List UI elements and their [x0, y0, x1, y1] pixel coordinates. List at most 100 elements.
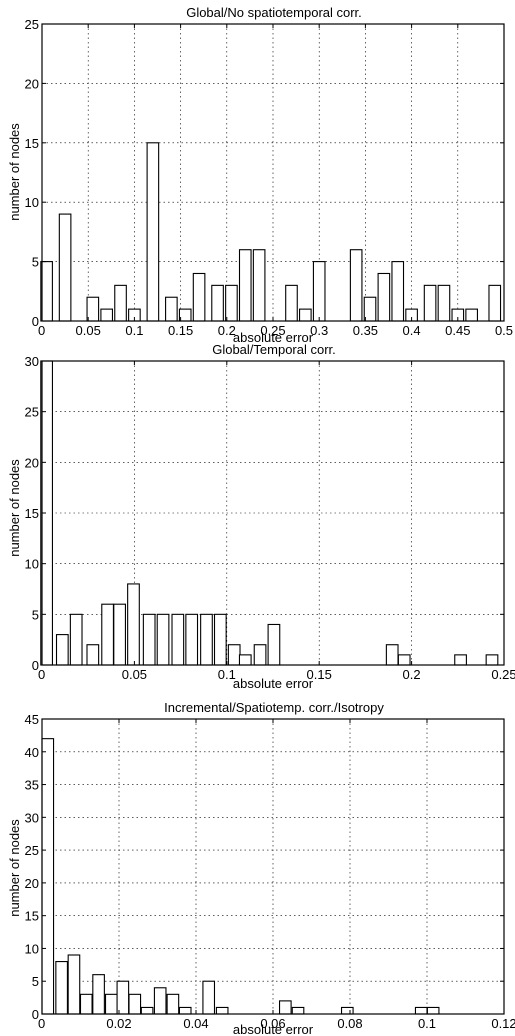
- histogram-bar: [69, 613, 83, 666]
- chart-title: Global/No spatiotemporal corr.: [186, 5, 362, 20]
- histogram-bar: [253, 644, 267, 666]
- y-tick-label: 15: [25, 506, 39, 521]
- x-tick-label: 0: [38, 1016, 45, 1031]
- histogram-bar: [153, 987, 167, 1015]
- histogram-bar: [178, 1006, 192, 1015]
- histogram-bar: [377, 272, 391, 322]
- histogram-bar: [227, 644, 241, 666]
- plot-frame: [41, 718, 505, 1015]
- histogram-panel-global-no-corr: Global/No spatiotemporal corr. number of…: [7, 5, 513, 345]
- histogram-bar: [114, 284, 127, 322]
- x-tick-label: 0.12: [491, 1016, 515, 1031]
- histogram-bar: [116, 980, 130, 1015]
- y-tick-label: 5: [32, 255, 39, 270]
- histogram-bar: [178, 308, 192, 322]
- grid-lines: [42, 24, 504, 321]
- x-tick-label: 0.04: [183, 1016, 208, 1031]
- y-ticks: 0 5 10 15 20 25: [25, 17, 504, 329]
- x-tick-label: 0.25: [260, 323, 285, 338]
- histogram-bar: [142, 613, 156, 666]
- histogram-bar: [238, 249, 252, 322]
- x-tick-label: 0.06: [260, 1016, 285, 1031]
- histogram-bar: [79, 993, 93, 1015]
- x-tick-label: 0.2: [403, 667, 421, 682]
- histogram-bar: [200, 613, 213, 666]
- y-axis-label: number of nodes: [7, 123, 22, 221]
- histogram-bar: [55, 961, 68, 1015]
- y-ticks: 0 5 10 15 20 25 30: [25, 354, 504, 673]
- histogram-bar: [127, 583, 140, 666]
- y-tick-label: 10: [25, 195, 39, 210]
- y-tick-label: 30: [25, 354, 39, 369]
- histogram-bar: [185, 613, 199, 666]
- chart-title: Global/Temporal corr.: [212, 342, 336, 357]
- histogram-bar: [238, 654, 252, 666]
- histogram-bar: [211, 284, 224, 322]
- y-axis-label: number of nodes: [7, 459, 22, 557]
- x-tick-label: 0.1: [418, 1016, 436, 1031]
- x-ticks: 0 0.02 0.04 0.06 0.08 0.1 0.12: [38, 719, 515, 1031]
- histogram-bar: [465, 308, 478, 322]
- y-tick-label: 40: [25, 745, 39, 760]
- y-ticks: 0 5 10 15 20 25 30 35 40 45: [25, 712, 504, 1022]
- x-tick-label: 0.4: [403, 323, 421, 338]
- histogram-bar: [423, 284, 437, 322]
- y-tick-label: 0: [32, 314, 39, 329]
- histogram-bar: [166, 993, 180, 1015]
- y-tick-label: 0: [32, 658, 39, 673]
- histogram-bar: [86, 296, 100, 322]
- histogram-bar: [363, 296, 377, 322]
- grid-lines: [42, 719, 504, 1014]
- histogram-bar: [58, 213, 72, 322]
- histogram-bar: [146, 142, 160, 322]
- y-tick-label: 15: [25, 136, 39, 151]
- y-tick-label: 20: [25, 455, 39, 470]
- x-tick-label: 0.2: [218, 323, 236, 338]
- histogram-bar: [340, 1006, 354, 1015]
- histogram-bar: [391, 261, 405, 322]
- x-tick-label: 0.35: [353, 323, 378, 338]
- histogram-bar: [488, 284, 502, 322]
- histogram-bar: [225, 284, 238, 322]
- histogram-panel-incremental-isotropy: Incremental/Spatiotemp. corr./Isotropy n…: [7, 700, 515, 1036]
- histogram-bar: [252, 249, 266, 322]
- histogram-bar: [437, 284, 451, 322]
- histogram-bar: [278, 1000, 292, 1015]
- histogram-bar: [299, 308, 312, 322]
- x-axis-label: absolute error: [233, 1022, 314, 1036]
- histogram-bar: [100, 308, 114, 322]
- histogram-bar: [285, 284, 298, 322]
- x-tick-label: 0: [38, 323, 45, 338]
- bars: [41, 738, 440, 1015]
- histogram-bar: [156, 613, 170, 666]
- y-tick-label: 15: [25, 909, 39, 924]
- histogram-bar: [41, 738, 55, 1015]
- histogram-bar: [312, 261, 326, 322]
- histogram-bar: [67, 954, 81, 1015]
- histogram-bar: [55, 634, 69, 666]
- histogram-bar: [202, 980, 216, 1015]
- x-axis-label: absolute error: [233, 330, 314, 345]
- histogram-panel-global-temporal: Global/Temporal corr. number of nodes ab…: [7, 342, 515, 691]
- y-tick-label: 20: [25, 76, 39, 91]
- histogram-bar: [86, 644, 100, 666]
- x-tick-label: 0.3: [310, 323, 328, 338]
- y-tick-label: 5: [32, 974, 39, 989]
- x-tick-label: 0.5: [495, 323, 513, 338]
- x-axis-label: absolute error: [233, 676, 314, 691]
- chart-title: Incremental/Spatiotemp. corr./Isotropy: [164, 700, 384, 715]
- histogram-bar: [215, 1006, 229, 1015]
- histogram-bar: [171, 613, 185, 666]
- x-tick-label: 0.15: [168, 323, 193, 338]
- histogram-bar: [213, 613, 227, 666]
- histogram-bar: [291, 1006, 305, 1015]
- x-tick-label: 0.02: [106, 1016, 131, 1031]
- histogram-bar: [397, 654, 411, 666]
- histogram-bar: [192, 272, 206, 322]
- x-tick-label: 0.05: [76, 323, 101, 338]
- histogram-bar: [454, 654, 467, 666]
- x-tick-label: 0.1: [125, 323, 143, 338]
- histogram-bar: [349, 249, 363, 322]
- histogram-bar: [92, 974, 105, 1015]
